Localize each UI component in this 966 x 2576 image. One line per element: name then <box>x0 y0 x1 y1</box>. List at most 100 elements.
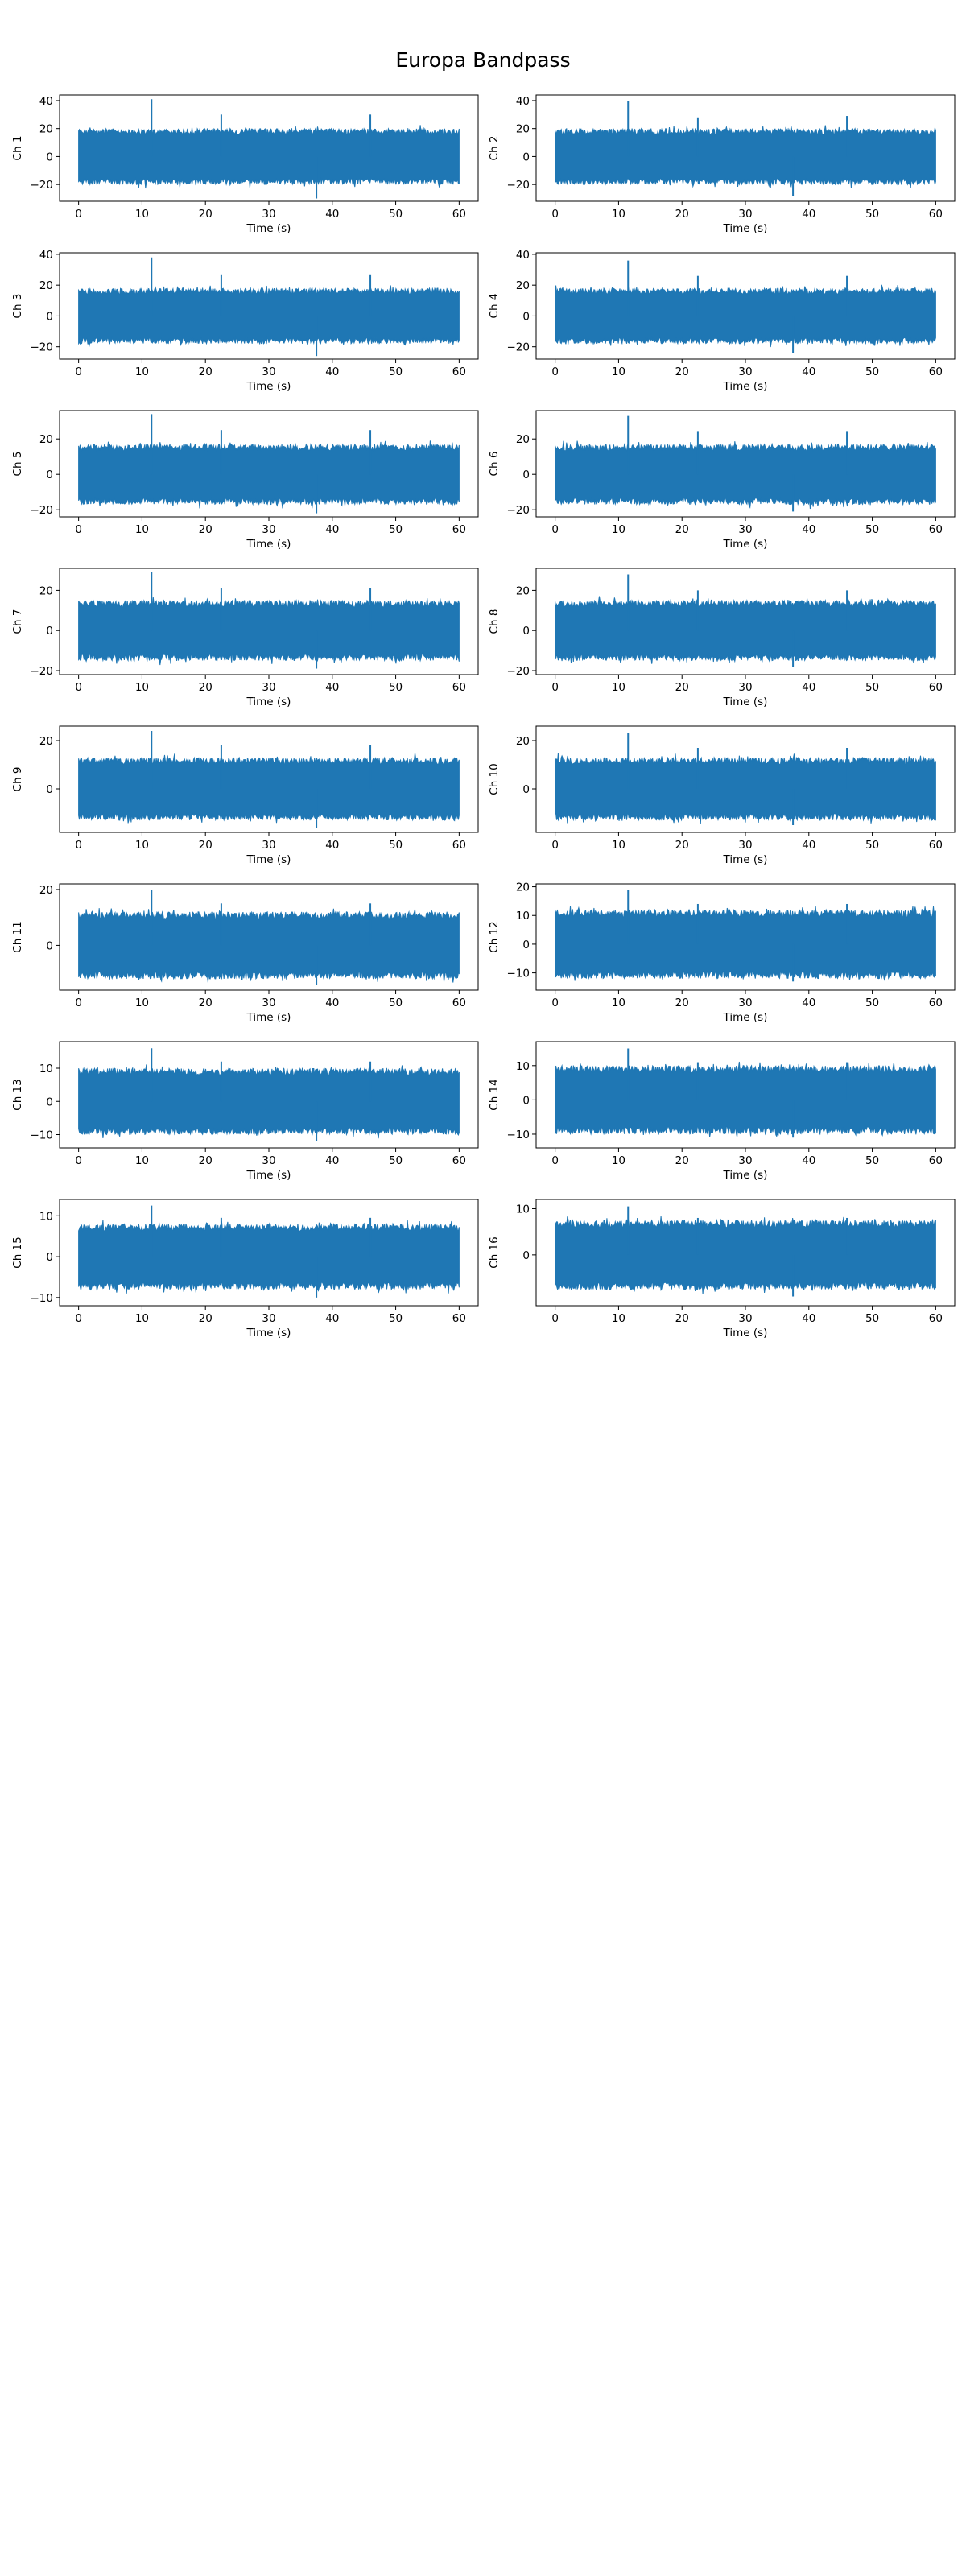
x-tick-label: 10 <box>135 1312 149 1325</box>
signal-trace <box>78 125 460 189</box>
x-axis-label: Time (s) <box>246 380 291 393</box>
y-tick-label: 0 <box>522 1094 530 1107</box>
x-tick-label: 40 <box>802 839 815 852</box>
subplot-ch-2: 0 10 20 30 40 50 60 −20 0 20 40 Time (s) Ch 2 <box>488 94 956 235</box>
y-axis-label: Ch 16 <box>488 1236 501 1268</box>
x-tick-label: 20 <box>675 208 689 221</box>
x-tick-label: 10 <box>135 208 149 221</box>
x-tick-label: 60 <box>452 1154 466 1167</box>
y-tick-label: 0 <box>522 625 530 638</box>
y-tick-label: 20 <box>39 433 53 446</box>
x-tick-label: 0 <box>75 523 82 536</box>
y-tick-label: 20 <box>39 584 53 597</box>
x-tick-label: 60 <box>452 523 466 536</box>
x-tick-label: 10 <box>612 208 625 221</box>
y-tick-label: 0 <box>522 310 530 323</box>
x-tick-label: 20 <box>199 997 213 1009</box>
x-tick-label: 20 <box>675 1312 689 1325</box>
x-axis-label: Time (s) <box>723 538 768 551</box>
x-axis-label: Time (s) <box>723 1011 768 1024</box>
x-tick-label: 0 <box>551 1154 559 1167</box>
y-tick-label: 0 <box>522 783 530 796</box>
subplot-ch-9: 0 10 20 30 40 50 60 0 20 Time (s) Ch 9 <box>11 725 479 866</box>
y-tick-label: 20 <box>516 584 530 597</box>
x-tick-label: 30 <box>262 365 275 378</box>
x-tick-label: 20 <box>199 208 213 221</box>
x-tick-label: 50 <box>389 365 402 378</box>
x-axis-label: Time (s) <box>723 1169 768 1182</box>
x-tick-label: 60 <box>929 681 943 694</box>
x-tick-label: 60 <box>929 1154 943 1167</box>
x-tick-label: 0 <box>75 997 82 1009</box>
signal-trace <box>78 1220 460 1294</box>
y-tick-label: −20 <box>507 665 530 678</box>
x-tick-label: 10 <box>135 1154 149 1167</box>
x-tick-label: 20 <box>199 1312 213 1325</box>
y-tick-label: 10 <box>516 910 530 923</box>
y-axis-label: Ch 12 <box>488 921 501 952</box>
x-tick-label: 20 <box>675 365 689 378</box>
y-tick-label: −10 <box>507 968 530 980</box>
y-tick-label: 40 <box>39 95 53 108</box>
x-tick-label: 50 <box>865 365 879 378</box>
x-tick-label: 40 <box>802 681 815 694</box>
x-tick-label: 10 <box>612 839 625 852</box>
x-tick-label: 0 <box>75 1154 82 1167</box>
y-tick-label: −20 <box>31 504 54 517</box>
x-axis-label: Time (s) <box>723 696 768 708</box>
y-tick-label: 20 <box>39 735 53 748</box>
y-tick-label: −20 <box>31 179 54 192</box>
x-tick-label: 60 <box>929 1312 943 1325</box>
x-tick-label: 30 <box>738 1154 752 1167</box>
x-tick-label: 30 <box>262 523 275 536</box>
x-tick-label: 40 <box>325 997 339 1009</box>
x-tick-label: 30 <box>738 681 752 694</box>
x-axis-label: Time (s) <box>246 696 291 708</box>
y-tick-label: 0 <box>46 625 53 638</box>
y-tick-label: 40 <box>516 95 530 108</box>
y-tick-label: 20 <box>516 433 530 446</box>
y-axis-label: Ch 9 <box>11 767 24 792</box>
signal-trace <box>555 1061 936 1137</box>
x-tick-label: 40 <box>325 1312 339 1325</box>
x-tick-label: 30 <box>738 1312 752 1325</box>
y-tick-label: 0 <box>46 1096 53 1108</box>
x-tick-label: 0 <box>551 523 559 536</box>
x-tick-label: 50 <box>865 839 879 852</box>
subplot-ch-6: 0 10 20 30 40 50 60 −20 0 20 Time (s) Ch 6 <box>488 410 956 551</box>
x-axis-label: Time (s) <box>723 853 768 866</box>
y-tick-label: −20 <box>507 341 530 354</box>
x-tick-label: 50 <box>389 1312 402 1325</box>
subplot-ch-4: 0 10 20 30 40 50 60 −20 0 20 40 Time (s) Ch 4 <box>488 249 956 393</box>
subplot-ch-12: 0 10 20 30 40 50 60 −10 0 10 20 Time (s) Ch 12 <box>488 881 956 1024</box>
x-tick-label: 50 <box>865 1312 879 1325</box>
x-tick-label: 30 <box>738 523 752 536</box>
x-tick-label: 20 <box>675 1154 689 1167</box>
x-tick-label: 20 <box>675 681 689 694</box>
subplot-ch-1: 0 10 20 30 40 50 60 −20 0 20 40 Time (s) Ch 1 <box>11 94 479 235</box>
x-tick-label: 40 <box>802 997 815 1009</box>
x-tick-label: 40 <box>325 681 339 694</box>
x-axis-label: Time (s) <box>723 380 768 393</box>
y-axis-label: Ch 7 <box>11 609 24 634</box>
x-tick-label: 40 <box>802 1154 815 1167</box>
x-tick-label: 40 <box>325 365 339 378</box>
x-tick-label: 0 <box>551 997 559 1009</box>
x-tick-label: 60 <box>452 997 466 1009</box>
x-tick-label: 50 <box>389 208 402 221</box>
x-axis-label: Time (s) <box>723 1327 768 1340</box>
subplot-ch-16: 0 10 20 30 40 50 60 0 10 Time (s) Ch 16 <box>488 1199 956 1340</box>
x-tick-label: 30 <box>738 997 752 1009</box>
y-tick-label: −20 <box>507 179 530 192</box>
y-tick-label: 40 <box>516 249 530 262</box>
x-tick-label: 40 <box>802 365 815 378</box>
x-axis-label: Time (s) <box>246 1327 291 1340</box>
subplot-ch-13: 0 10 20 30 40 50 60 −10 0 10 Time (s) Ch 13 <box>11 1041 479 1182</box>
y-axis-label: Ch 11 <box>11 921 24 952</box>
x-tick-label: 10 <box>135 997 149 1009</box>
x-tick-label: 50 <box>865 681 879 694</box>
y-tick-label: 20 <box>516 279 530 292</box>
y-tick-label: 0 <box>522 939 530 952</box>
